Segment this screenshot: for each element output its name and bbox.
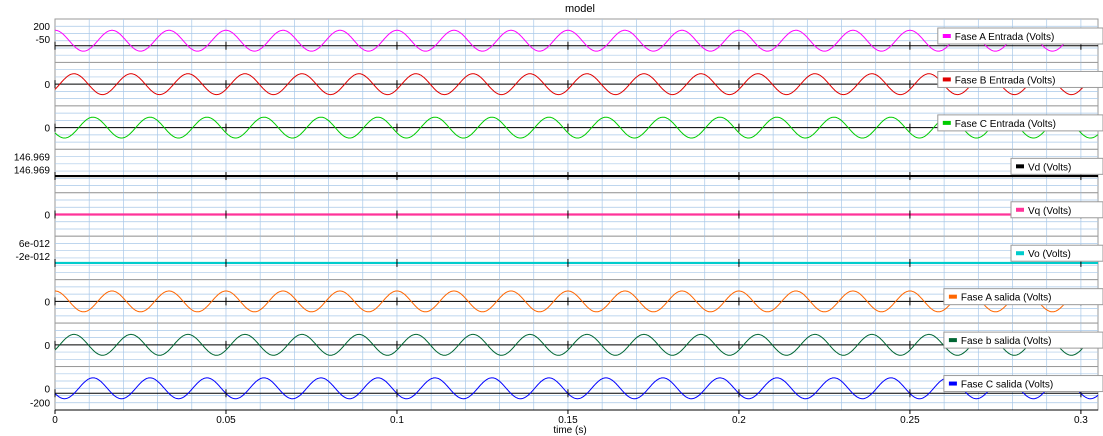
x-tick-label: 0.2 <box>732 415 746 426</box>
y-tick-label: 146.969 <box>14 152 51 163</box>
x-tick-label: 0.25 <box>900 415 920 426</box>
y-tick-label: -2e-012 <box>16 252 51 263</box>
legend-swatch <box>942 120 951 125</box>
y-tick-label: 0 <box>44 211 50 222</box>
legend-box <box>1010 201 1103 219</box>
y-tick-label: -50 <box>36 35 51 46</box>
legend-2: Fase B Entrada (Volts) <box>937 70 1103 88</box>
legend-3: Fase C Entrada (Volts) <box>937 114 1103 132</box>
x-tick-label: 0.05 <box>216 415 236 426</box>
y-tick-label: 0 <box>44 384 50 395</box>
legend-swatch <box>1016 164 1024 169</box>
y-tick-label: 6e-012 <box>19 239 51 250</box>
series-line <box>54 116 1099 139</box>
legend-swatch <box>948 294 957 299</box>
panel-7: 0 Fase A salida (Volts) <box>44 279 1103 324</box>
h-grid <box>55 156 1098 186</box>
x-tick-label: 0 <box>52 415 58 426</box>
v-grid <box>88 149 1082 193</box>
legend-label: Vo (Volts) <box>1028 249 1071 260</box>
x-tick-label: 0.3 <box>1074 415 1088 426</box>
h-grid <box>55 25 1098 56</box>
legend-5: Vq (Volts) <box>1010 201 1103 219</box>
y-tick-label: 0 <box>44 297 50 308</box>
legend-box <box>1010 157 1103 175</box>
y-tick-label: 0 <box>44 124 50 135</box>
series-line <box>55 29 1099 52</box>
legend-box <box>1010 244 1103 262</box>
y-tick-label: 0 <box>44 341 50 352</box>
panel-2: 0 Fase B Entrada (Volts) <box>44 61 1103 107</box>
legend-label: Fase A salida (Volts) <box>961 293 1052 304</box>
legend-swatch <box>1016 207 1024 212</box>
h-grid <box>55 373 1098 404</box>
x-tick-label: 0.15 <box>558 415 578 426</box>
legend-label: Fase b salida (Volts) <box>961 336 1052 347</box>
y-tick-label: -200 <box>30 398 50 409</box>
legend-swatch <box>948 338 957 343</box>
h-grid <box>55 243 1098 273</box>
panel-6: 6e-012 -2e-012 Vo (Volts) <box>16 235 1103 281</box>
legend-box <box>943 288 1103 306</box>
y-tick-label: 0 <box>44 80 50 91</box>
legend-swatch <box>942 77 951 82</box>
legend-box <box>943 331 1103 349</box>
panel-9: 0 -200 Fase C salida (Volts) <box>30 366 1103 411</box>
legend-swatch <box>948 381 957 386</box>
chart-title: model <box>565 3 595 15</box>
legend-swatch <box>1016 251 1024 256</box>
panel-3: 0 Fase C Entrada (Volts) <box>44 105 1103 150</box>
legend-1: Fase A Entrada (Volts) <box>937 27 1103 45</box>
plot-panels: 200 -50 Fase A Entrada (Volts) 0 Fase B Entr… <box>14 18 1103 411</box>
legend-swatch <box>942 34 951 38</box>
panel-5: 0 Vq (Volts) <box>44 192 1103 237</box>
legend-9: Fase C salida (Volts) <box>943 375 1103 393</box>
v-grid <box>88 236 1082 280</box>
series-line <box>55 290 1099 313</box>
legend-label: Fase B Entrada (Volts) <box>955 75 1056 86</box>
legend-box <box>943 375 1103 393</box>
series-line <box>54 377 1099 400</box>
series-line <box>54 73 1099 96</box>
legend-label: Vd (Volts) <box>1028 162 1071 173</box>
y-tick-label: 146.969 <box>14 165 51 176</box>
legend-label: Vq (Volts) <box>1028 206 1071 217</box>
x-tick-label: 0.1 <box>390 415 404 426</box>
legend-label: Fase A Entrada (Volts) <box>955 32 1055 43</box>
panel-1: 200 -50 Fase A Entrada (Volts) <box>33 18 1103 63</box>
legend-label: Fase C salida (Volts) <box>961 380 1053 391</box>
legend-label: Fase C Entrada (Volts) <box>955 119 1056 130</box>
panel-4: 146.969 146.969 Vd (Volts) <box>14 148 1103 194</box>
x-axis: 0 0.05 0.1 0.15 0.2 0.25 0.3 <box>52 409 1098 426</box>
legend-4: Vd (Volts) <box>1010 157 1103 175</box>
legend-7: Fase A salida (Volts) <box>943 288 1103 306</box>
x-axis-label: time (s) <box>553 425 586 436</box>
legend-6: Vo (Volts) <box>1010 244 1103 262</box>
y-tick-label: 200 <box>33 22 50 33</box>
panel-8: 0 Fase b salida (Volts) <box>44 322 1103 368</box>
legend-8: Fase b salida (Volts) <box>943 331 1103 349</box>
series-line <box>54 333 1099 356</box>
